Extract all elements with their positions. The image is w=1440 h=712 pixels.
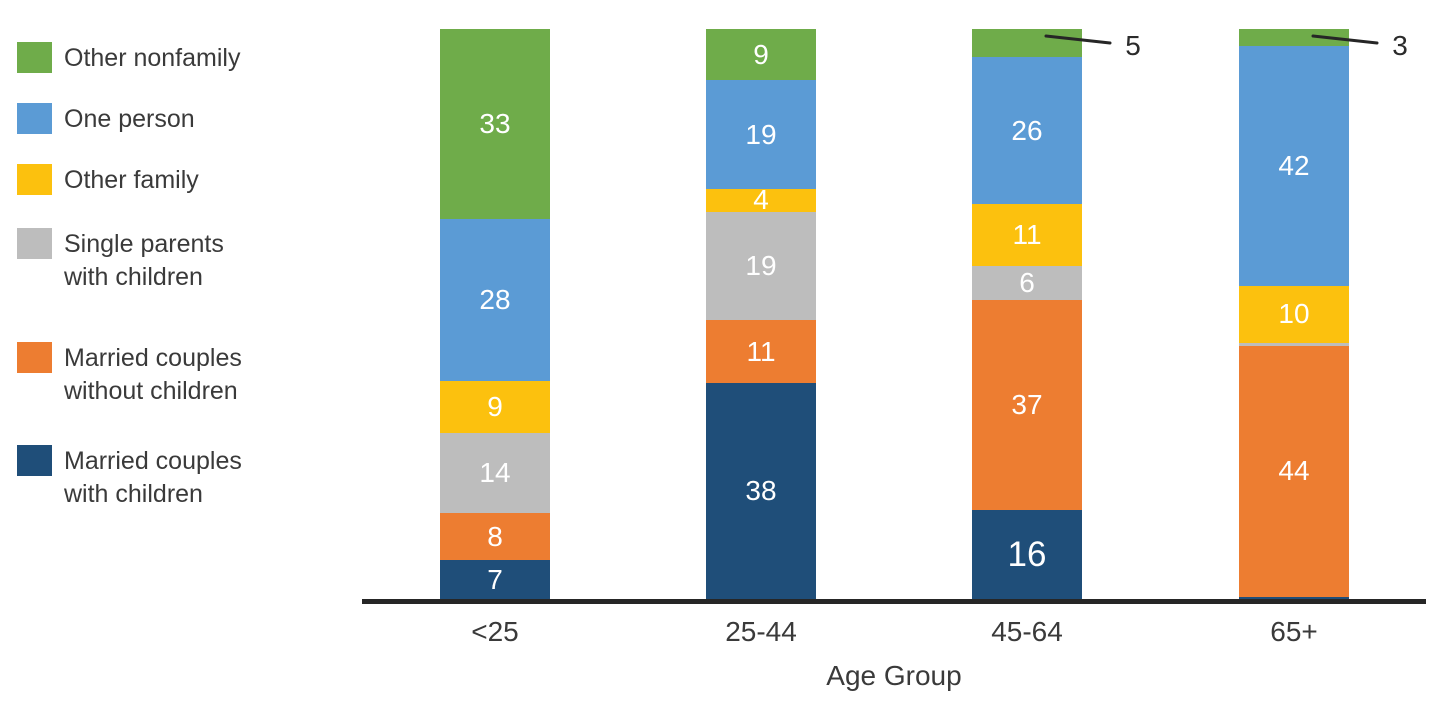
legend-label: One person — [64, 105, 195, 133]
bar-segment-married-couples-with-children: 38 — [706, 382, 816, 600]
legend-label: Married couples with children — [64, 447, 242, 508]
callout-value-label: 5 — [1125, 30, 1141, 61]
legend-swatch — [17, 164, 52, 195]
bar-segment-married-couples-without-children: 44 — [1239, 345, 1349, 598]
bar-segment-one-person: 26 — [972, 57, 1082, 205]
x-axis-line — [362, 599, 1426, 604]
x-tick-label--25: <25 — [471, 616, 519, 647]
stacked-bar-65-: 42 10 44 — [1239, 29, 1349, 600]
bar-value-label: 9 — [487, 390, 503, 422]
callout-value-label: 3 — [1392, 30, 1408, 61]
bar-segment-other-family: 4 — [706, 184, 816, 216]
legend-swatch — [17, 42, 52, 73]
bar-segment-one-person: 28 — [440, 219, 550, 381]
bar-segment-married-couples-with-children: 16 — [972, 509, 1082, 600]
x-tick-label-25-44: 25-44 — [725, 616, 797, 647]
bar-value-label: 44 — [1278, 455, 1310, 487]
x-tick-label-45-64: 45-64 — [991, 616, 1063, 647]
bar-value-label: 42 — [1278, 150, 1310, 182]
bar-value-label: 9 — [753, 38, 769, 70]
bar-segment-other-family: 9 — [440, 380, 550, 433]
stacked-bar-25-44: 9 19 4 19 11 38 — [706, 29, 816, 600]
bar-value-label: 28 — [479, 284, 511, 316]
bar-segment-married-couples-without-children: 11 — [706, 320, 816, 383]
x-tick-label-65-: 65+ — [1270, 616, 1318, 647]
bar-value-label: 4 — [753, 184, 769, 216]
bar-value-label: 19 — [745, 249, 777, 281]
bar-value-label: 38 — [745, 475, 777, 507]
legend-swatch — [17, 342, 52, 373]
bar-value-label: 11 — [1012, 219, 1042, 251]
bar-segment-other-family: 11 — [972, 204, 1082, 267]
bar-value-label: 37 — [1011, 388, 1043, 420]
legend-item-married-couples-with-children: Married couples with children — [17, 445, 242, 511]
bar-value-label: 14 — [479, 457, 511, 489]
bar-value-label: 33 — [479, 108, 511, 140]
stacked-bar--25: 33 28 9 14 8 7 — [440, 29, 550, 600]
bar-value-label: 8 — [487, 520, 503, 552]
bar-value-label: 19 — [745, 118, 777, 150]
legend-label: Married couples without children — [64, 344, 242, 405]
bar-value-label: 10 — [1278, 298, 1310, 330]
bar-segment-married-couples-without-children: 8 — [440, 513, 550, 560]
bar-segment-one-person: 19 — [706, 80, 816, 189]
bar-segment-other-nonfamily: 9 — [706, 29, 816, 81]
legend-swatch — [17, 445, 52, 476]
legend-swatch — [17, 228, 52, 259]
bar-segment-married-couples-with-children: 7 — [440, 559, 550, 600]
bar-value-label: 6 — [1019, 267, 1035, 299]
bar-value-label: 16 — [1007, 534, 1047, 574]
bar-segment-other-family: 10 — [1239, 285, 1349, 344]
bar-segment-other-nonfamily — [972, 29, 1082, 58]
bar-segment-married-couples-without-children: 37 — [972, 300, 1082, 510]
legend-item-single-parents-with-children: Single parents with children — [17, 228, 224, 294]
legend-swatch — [17, 103, 52, 134]
legend-label: Single parents with children — [64, 230, 224, 291]
legend-item-other-family: Other family — [17, 164, 199, 197]
bar-value-label: 11 — [746, 335, 776, 367]
x-axis-title: Age Group — [826, 660, 962, 691]
bar-value-label: 26 — [1011, 114, 1043, 146]
legend-item-other-nonfamily: Other nonfamily — [17, 42, 240, 75]
bar-segment-single-parents-with-children: 19 — [706, 211, 816, 321]
bar-segment-married-couples-with-children — [1239, 597, 1349, 600]
legend-label: Other nonfamily — [64, 44, 241, 72]
stacked-bar-45-64: 26 11 6 37 16 — [972, 29, 1082, 600]
bar-segment-other-nonfamily: 33 — [440, 29, 550, 220]
bar-segment-one-person: 42 — [1239, 46, 1349, 286]
bar-segment-single-parents-with-children: 14 — [440, 432, 550, 514]
legend-item-one-person: One person — [17, 103, 195, 136]
bar-segment-single-parents-with-children — [1239, 343, 1349, 346]
legend-item-married-couples-without-children: Married couples without children — [17, 342, 242, 408]
bar-segment-single-parents-with-children: 6 — [972, 266, 1082, 301]
legend-label: Other family — [64, 166, 199, 194]
bar-segment-other-nonfamily — [1239, 29, 1349, 47]
bar-value-label: 7 — [487, 563, 503, 595]
